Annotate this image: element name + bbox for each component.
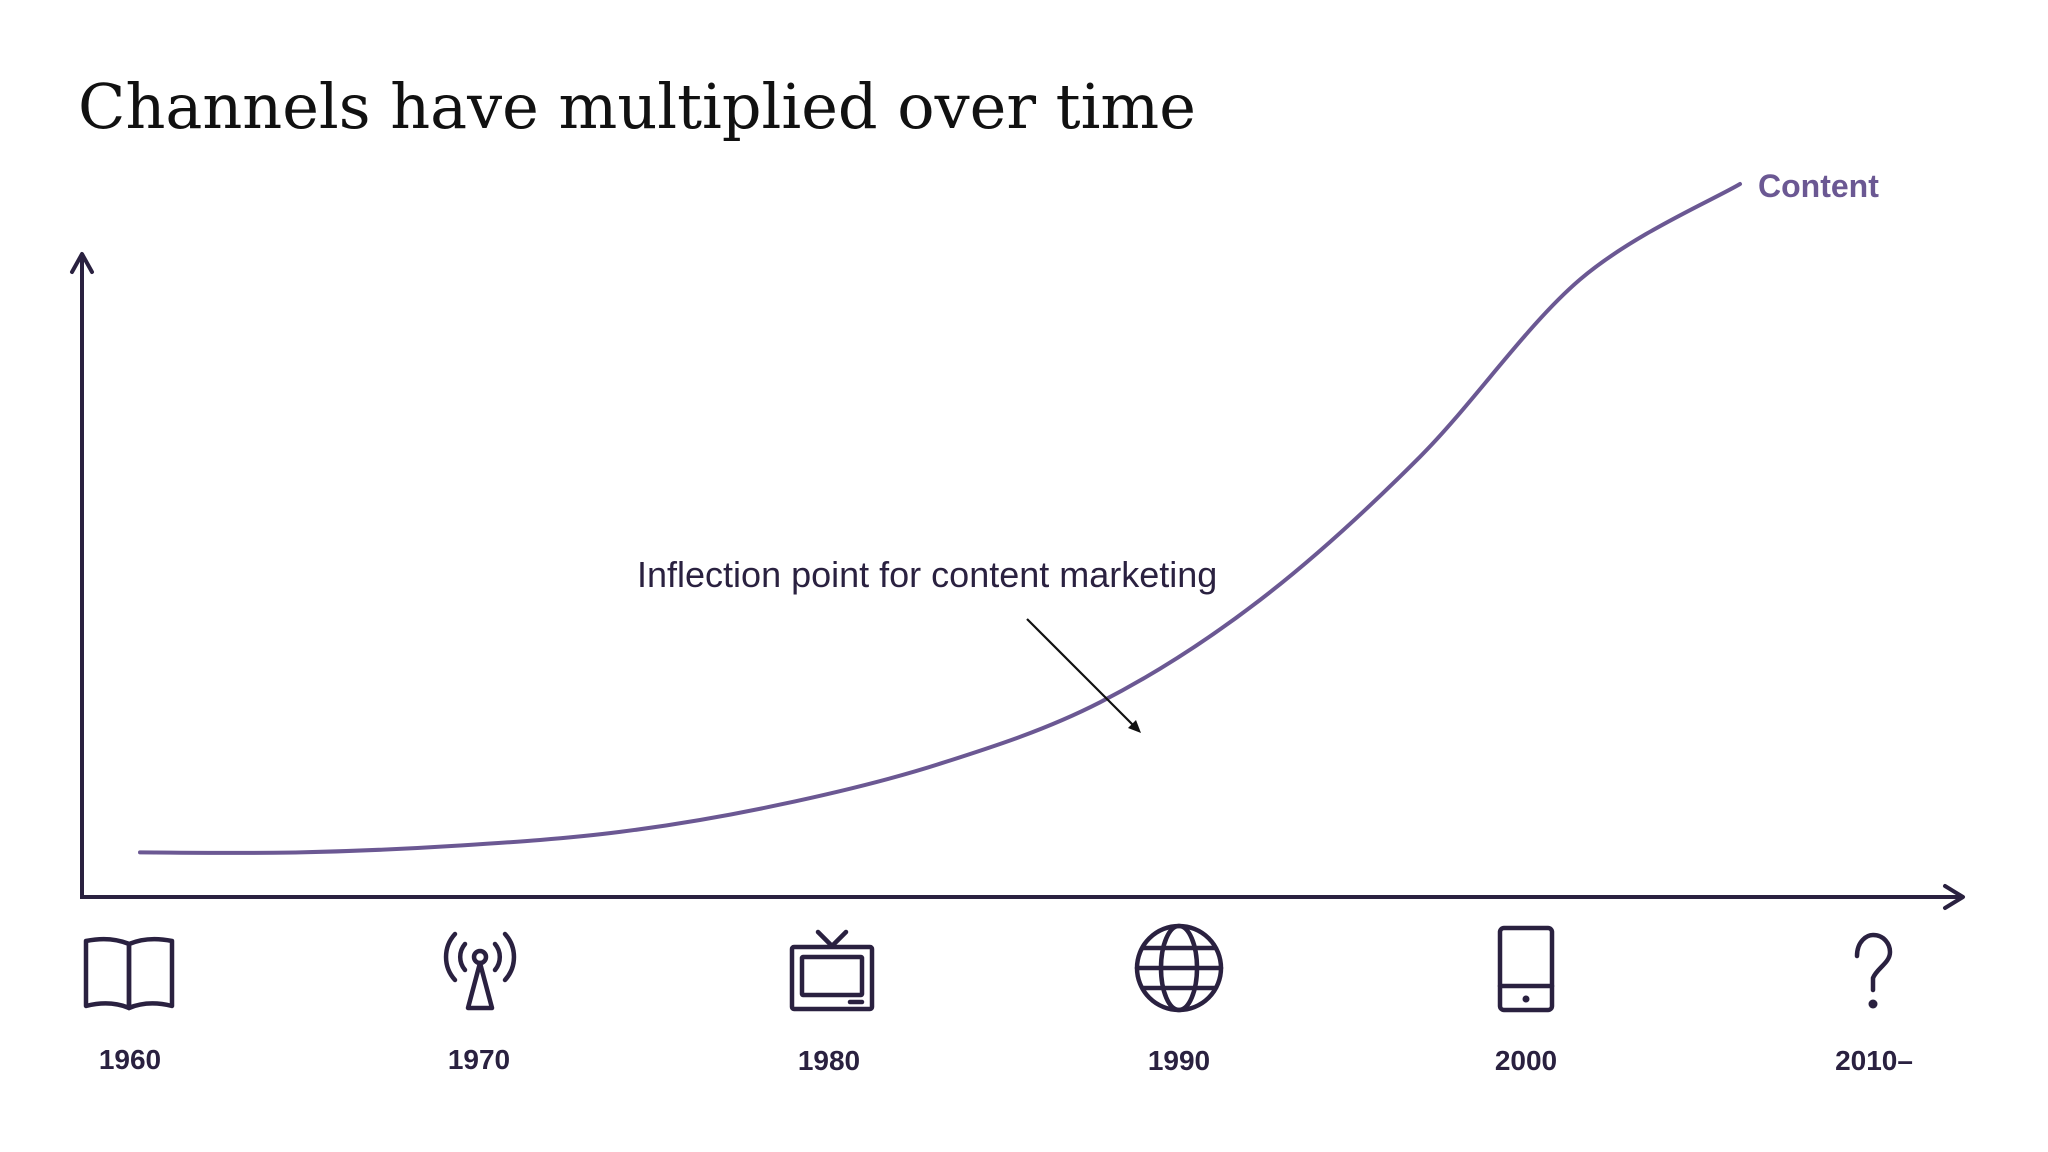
series-line-content bbox=[138, 182, 1742, 855]
radio-tower-icon bbox=[443, 931, 517, 1011]
book-icon bbox=[83, 936, 175, 1011]
tick-label-1970: 1970 bbox=[448, 1044, 510, 1075]
tablet-icon bbox=[1497, 925, 1555, 1013]
annotation-arrow bbox=[1026, 618, 1141, 733]
tick-label-1980: 1980 bbox=[798, 1045, 860, 1076]
y-axis-arrow bbox=[70, 252, 94, 274]
annotation-text: Inflection point for content marketing bbox=[637, 554, 1217, 595]
chart-title: Channels have multiplied over time bbox=[78, 70, 1196, 143]
x-axis-arrow bbox=[1943, 884, 1965, 910]
tick-label-1990: 1990 bbox=[1148, 1045, 1210, 1076]
globe-icon bbox=[1134, 923, 1224, 1013]
television-icon bbox=[789, 929, 875, 1012]
axes bbox=[70, 252, 1965, 910]
tick-label-2000: 2000 bbox=[1495, 1045, 1557, 1076]
series-label: Content bbox=[1758, 168, 1879, 204]
axis-icons bbox=[83, 923, 1893, 1013]
tick-label-1960: 1960 bbox=[99, 1044, 161, 1075]
question-mark-icon bbox=[1854, 932, 1893, 1009]
tick-label-2010: 2010– bbox=[1835, 1045, 1913, 1076]
x-axis-tick-labels: 1960 1970 1980 1990 2000 2010– bbox=[99, 1044, 1913, 1076]
